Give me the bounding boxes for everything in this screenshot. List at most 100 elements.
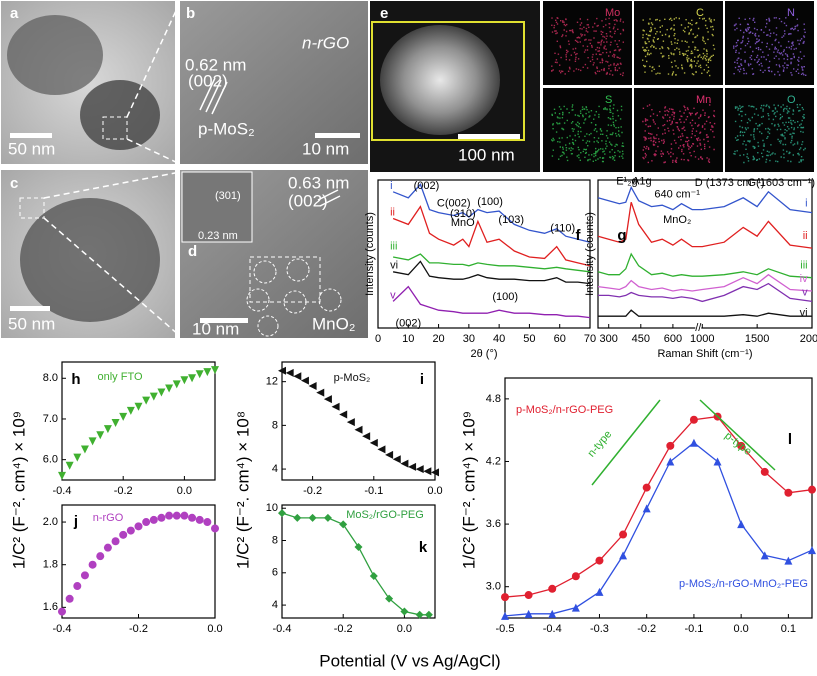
scale-label: 50 nm (8, 314, 55, 333)
marker (423, 467, 432, 476)
series-label: vi (390, 260, 398, 272)
y-tick-label: 4.2 (486, 455, 501, 467)
y-axis-label: Intensity (counts) (364, 212, 376, 296)
marker (760, 551, 769, 560)
annotation: (002) (414, 180, 440, 192)
marker (808, 485, 816, 494)
annotation: E¹₂g (616, 175, 637, 187)
x-tick-label: -0.1 (684, 623, 703, 635)
series-line (392, 285, 591, 319)
marker (134, 402, 143, 411)
tem-e: e 100 nm (370, 1, 540, 172)
marker (65, 461, 74, 470)
marker (369, 572, 378, 581)
marker (142, 396, 151, 405)
y-axis-label: 1/C² (F⁻². cm⁴) × 10⁹ (9, 411, 28, 569)
marker (165, 511, 174, 520)
x-tick-label: -0.2 (129, 623, 148, 635)
series-label: v (390, 289, 396, 301)
y-tick-label: 8 (272, 534, 278, 546)
y-tick-label: 3.0 (486, 581, 501, 593)
marker (96, 431, 105, 440)
marker (415, 610, 424, 619)
marker (571, 572, 580, 581)
region-label: n-rGO (302, 33, 349, 52)
marker (424, 610, 433, 619)
x-tick-label: 1000 (690, 333, 714, 345)
marker (666, 441, 675, 450)
panel-label: d (188, 243, 197, 260)
annotation: (310) (450, 208, 476, 220)
y-axis-label: 1/C² (F⁻². cm⁴) × 10⁹ (459, 411, 478, 569)
x-tick-label: -0.5 (496, 623, 515, 635)
series-line (598, 309, 812, 317)
marker (73, 582, 82, 591)
marker (400, 607, 409, 616)
panel-label: j (73, 513, 78, 530)
marker (278, 366, 286, 375)
marker (172, 511, 181, 520)
marker (293, 372, 302, 381)
chart-title: only FTO (97, 371, 142, 383)
marker (571, 603, 580, 612)
map-label: Mo (605, 7, 620, 19)
axis-break-mark: // (695, 322, 702, 334)
series-label: i (805, 198, 807, 210)
x-tick-label: 50 (523, 333, 535, 345)
marker (713, 457, 722, 466)
marker (211, 524, 219, 533)
annotation: MnO (451, 217, 475, 229)
tem-a: a 50 nm (1, 1, 181, 165)
marker (331, 402, 340, 411)
x-tick-label: 2000 (800, 333, 817, 345)
marker (180, 511, 189, 520)
marker (431, 468, 439, 477)
marker (180, 376, 189, 385)
y-tick-label: 6 (272, 567, 278, 579)
marker (73, 453, 82, 462)
marker (524, 609, 533, 618)
x-tick-label: -0.1 (364, 485, 383, 497)
series-line (392, 253, 591, 273)
panel-label: k (419, 539, 428, 556)
tem-b: b 0.62 nm (002) n-rGO p-MoS₂ 10 nm (180, 1, 368, 164)
annotation: (100) (492, 291, 518, 303)
annotation: D (1373 cm⁻¹) (695, 177, 765, 189)
marker (278, 509, 286, 518)
marker (316, 388, 325, 397)
panel-label: f (576, 227, 582, 244)
series-line (392, 183, 591, 243)
y-tick-label: 3.6 (486, 518, 501, 530)
marker (126, 526, 135, 535)
y-tick-label: 10 (266, 502, 278, 514)
series-label: p-MoS₂/n-rGO-MnO₂-PEG (679, 578, 808, 590)
series-line (597, 201, 813, 249)
marker (88, 437, 97, 446)
marker (285, 368, 294, 377)
marker (134, 522, 143, 531)
x-tick-label: 600 (664, 333, 682, 345)
marker (203, 368, 212, 377)
x-tick-label: -0.2 (303, 485, 322, 497)
marker (501, 593, 509, 602)
plot-frame (377, 179, 591, 329)
series-label: iv (800, 273, 808, 285)
marker (619, 551, 628, 560)
x-tick-label: 0.0 (397, 623, 412, 635)
eds-dots (733, 17, 807, 77)
marker (119, 412, 128, 421)
series-line (504, 415, 813, 598)
marker (103, 425, 112, 434)
series-line (597, 185, 813, 214)
y-tick-label: 8.0 (43, 372, 58, 384)
panel-label: g (617, 227, 626, 244)
x-tick-label: 60 (554, 333, 566, 345)
x-tick-label: -0.4 (273, 623, 292, 635)
annotation: n-type (586, 428, 615, 459)
eds-map (634, 88, 723, 172)
plot-frame (61, 504, 216, 619)
marker (595, 587, 604, 596)
panel-label: l (788, 431, 792, 448)
region-label: p-MoS₂ (198, 119, 255, 138)
